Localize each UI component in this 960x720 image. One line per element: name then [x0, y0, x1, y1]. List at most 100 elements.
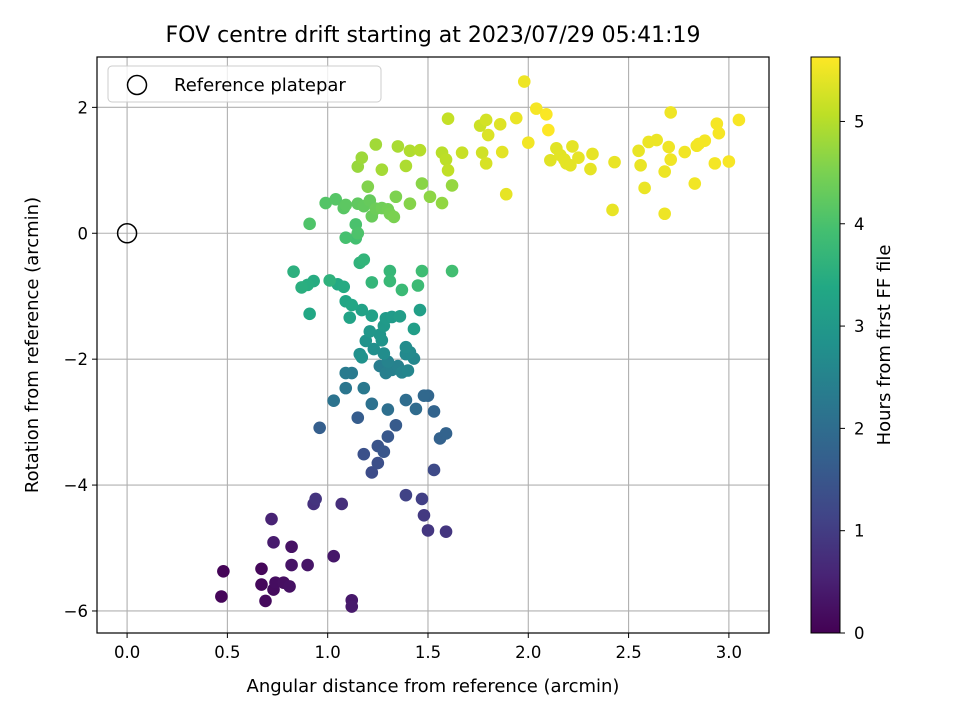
legend-entry-reference: Reference platepar [174, 75, 346, 96]
data-point [395, 283, 409, 297]
data-point [303, 307, 316, 321]
data-point [445, 264, 459, 278]
data-point [371, 456, 385, 470]
data-point [732, 113, 746, 127]
data-point [495, 145, 509, 159]
data-point [586, 147, 599, 161]
data-point [427, 463, 441, 477]
x-tick-label: 0.5 [214, 643, 240, 662]
data-point [439, 153, 453, 166]
data-point [361, 180, 375, 193]
data-points [116, 75, 746, 613]
data-point [389, 190, 403, 204]
x-tick-label: 2.0 [515, 643, 541, 662]
data-point [493, 118, 507, 131]
data-point [381, 430, 395, 443]
data-point [267, 536, 280, 549]
data-point [301, 558, 314, 572]
data-point [327, 549, 341, 563]
data-point [638, 181, 651, 195]
colorbar-tick-label: 3 [854, 317, 865, 336]
data-point [698, 134, 712, 148]
data-point [712, 126, 726, 140]
data-point [285, 540, 298, 554]
data-point [357, 253, 371, 267]
data-point [542, 123, 555, 137]
data-point [710, 117, 724, 131]
data-point [475, 146, 489, 159]
colorbar-tick-label: 1 [854, 522, 865, 541]
data-point [255, 562, 268, 576]
data-point [287, 265, 300, 278]
y-tick-label: 2 [78, 98, 89, 117]
data-point [407, 322, 421, 336]
data-point [479, 157, 493, 170]
data-point [343, 311, 357, 324]
data-point [441, 112, 455, 125]
data-point [387, 210, 401, 224]
data-point [439, 525, 453, 538]
data-point [517, 75, 531, 88]
data-point [357, 447, 371, 461]
data-point [566, 140, 579, 153]
data-point [285, 558, 298, 572]
data-point [708, 157, 722, 170]
data-point [409, 402, 423, 416]
y-tick-label: 0 [78, 224, 89, 243]
colorbar-tick-label: 2 [854, 419, 865, 438]
data-point [399, 340, 413, 354]
x-tick-label: 1.5 [415, 643, 441, 662]
data-point [369, 138, 383, 151]
data-point [401, 364, 415, 377]
data-point [327, 394, 341, 408]
data-point [664, 153, 678, 166]
data-point [329, 192, 343, 206]
data-point [359, 334, 373, 348]
data-point [499, 187, 513, 201]
legend-box [107, 65, 382, 103]
data-point [662, 140, 676, 154]
data-point [351, 226, 365, 240]
reference-platepar-marker [116, 223, 138, 244]
y-tick-label: −2 [64, 350, 88, 369]
data-point [295, 281, 308, 294]
data-point [383, 264, 397, 278]
data-point [365, 309, 379, 323]
data-point [572, 151, 585, 165]
data-point [313, 421, 326, 435]
colorbar-gradient [810, 56, 841, 634]
legend: Reference platepar [107, 65, 382, 103]
colorbar: 0 1 2 3 4 5 Hours from first FF file [810, 56, 895, 643]
y-tick-label: −4 [64, 476, 88, 495]
data-point [445, 179, 459, 192]
data-point [367, 342, 381, 356]
data-point [355, 151, 369, 165]
data-point [351, 411, 365, 425]
data-point [634, 158, 647, 172]
data-point [339, 366, 353, 380]
data-point [217, 565, 230, 578]
grid-lines [97, 57, 769, 633]
data-point [658, 207, 671, 221]
data-point [688, 177, 702, 190]
data-point [339, 198, 353, 212]
data-point [423, 190, 437, 204]
x-axis-label: Angular distance from reference (arcmin) [247, 676, 620, 697]
data-point [421, 524, 435, 537]
data-point [323, 274, 336, 287]
data-point [606, 203, 619, 217]
data-point [722, 155, 736, 168]
data-point [391, 140, 405, 153]
data-point [335, 497, 349, 511]
data-point [283, 580, 296, 593]
data-point [339, 231, 353, 244]
data-point [339, 381, 353, 395]
data-point [365, 276, 379, 289]
data-point [365, 466, 379, 479]
colorbar-tick-label: 5 [854, 112, 865, 131]
data-point [479, 113, 493, 127]
data-point [608, 155, 621, 169]
colorbar-label: Hours from first FF file [874, 245, 895, 446]
y-axis-ticks: −6 −4 −2 0 2 [64, 98, 97, 621]
data-point [441, 164, 455, 177]
